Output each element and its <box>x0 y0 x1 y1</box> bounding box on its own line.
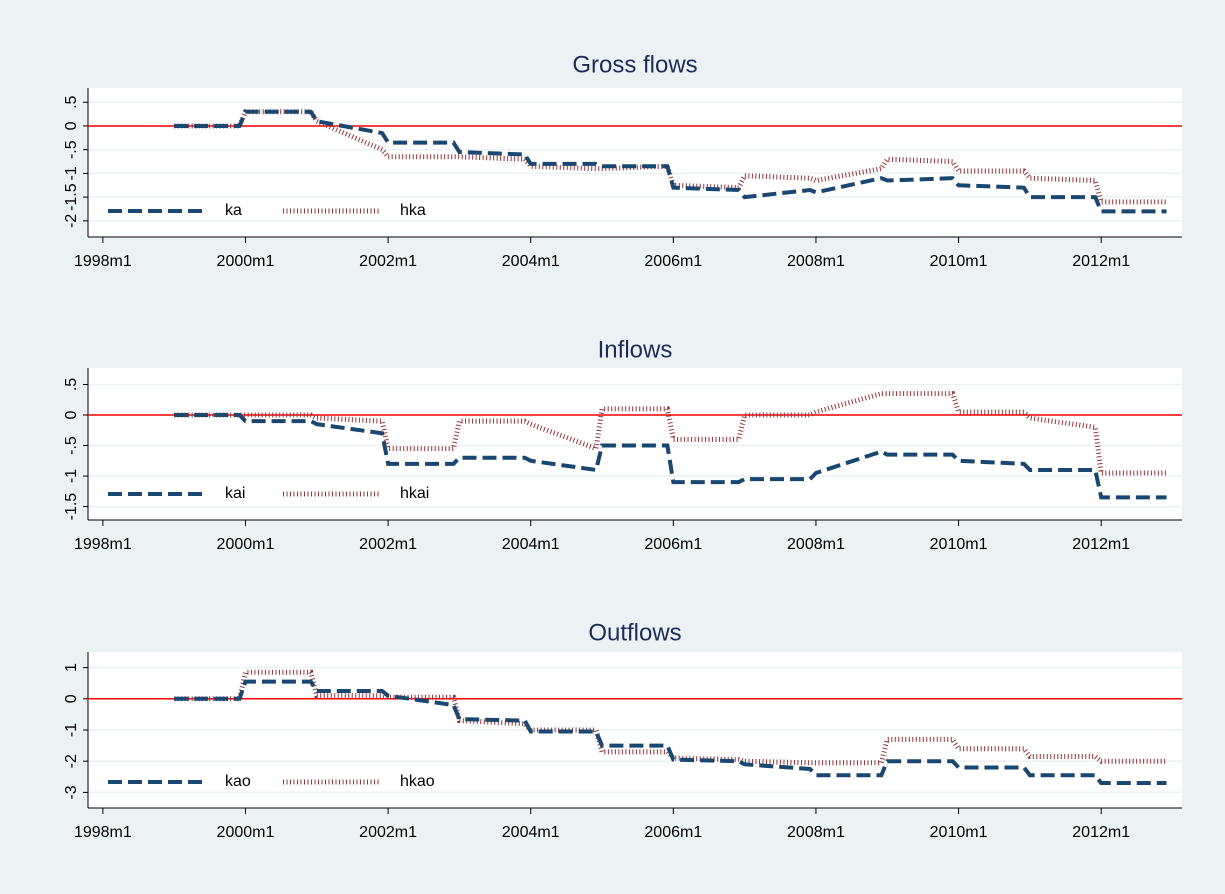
x-tick-label: 2004m1 <box>502 536 560 553</box>
x-tick-label: 2008m1 <box>787 536 845 553</box>
x-tick-label: 1998m1 <box>74 536 132 553</box>
x-tick-label: 2012m1 <box>1072 253 1130 270</box>
x-tick-label: 2002m1 <box>359 536 417 553</box>
chart-title: Inflows <box>598 336 673 363</box>
legend-label: kai <box>225 485 245 502</box>
legend-label: hkao <box>400 773 435 790</box>
y-tick-label: .5 <box>63 95 80 108</box>
x-tick-label: 2010m1 <box>930 253 988 270</box>
y-tick-label: -3 <box>63 785 80 799</box>
series-line <box>174 413 1167 500</box>
y-tick-label: -2 <box>63 214 80 228</box>
x-tick-label: 2006m1 <box>644 253 702 270</box>
x-tick-label: 2004m1 <box>502 253 560 270</box>
y-tick-label: 1 <box>63 663 80 672</box>
y-tick-label: -1.5 <box>63 493 80 521</box>
y-tick-label: -1.5 <box>63 183 80 211</box>
y-tick-label: 0 <box>63 410 80 419</box>
y-tick-label: -1 <box>63 166 80 180</box>
x-tick-label: 2012m1 <box>1072 536 1130 553</box>
x-tick-label: 2010m1 <box>930 536 988 553</box>
y-tick-label: -1 <box>63 723 80 737</box>
x-tick-label: 2000m1 <box>217 253 275 270</box>
y-tick-label: -.5 <box>63 436 80 455</box>
series-line <box>174 109 1167 205</box>
series-line <box>174 679 1167 786</box>
legend-label: ka <box>225 202 242 219</box>
x-tick-label: 1998m1 <box>74 824 132 841</box>
x-tick-label: 2008m1 <box>787 824 845 841</box>
series-line <box>174 109 1167 214</box>
x-tick-label: 2010m1 <box>930 824 988 841</box>
chart-title: Outflows <box>588 619 681 646</box>
y-tick-label: 0 <box>63 121 80 130</box>
y-tick-label: -.5 <box>63 140 80 159</box>
y-tick-label: 0 <box>63 694 80 703</box>
x-tick-label: 2004m1 <box>502 824 560 841</box>
chart-title: Gross flows <box>572 51 697 78</box>
x-tick-label: 2000m1 <box>217 824 275 841</box>
y-tick-label: -2 <box>63 754 80 768</box>
legend-label: hka <box>400 202 426 219</box>
x-tick-label: 2012m1 <box>1072 824 1130 841</box>
legend-label: kao <box>225 773 251 790</box>
x-tick-label: 2000m1 <box>217 536 275 553</box>
x-tick-label: 2008m1 <box>787 253 845 270</box>
x-tick-label: 2002m1 <box>359 253 417 270</box>
y-tick-label: -1 <box>63 469 80 483</box>
x-tick-label: 2002m1 <box>359 824 417 841</box>
x-tick-label: 2006m1 <box>644 824 702 841</box>
legend-label: hkai <box>400 485 429 502</box>
y-tick-label: .5 <box>63 378 80 391</box>
x-tick-label: 2006m1 <box>644 536 702 553</box>
x-tick-label: 1998m1 <box>74 253 132 270</box>
